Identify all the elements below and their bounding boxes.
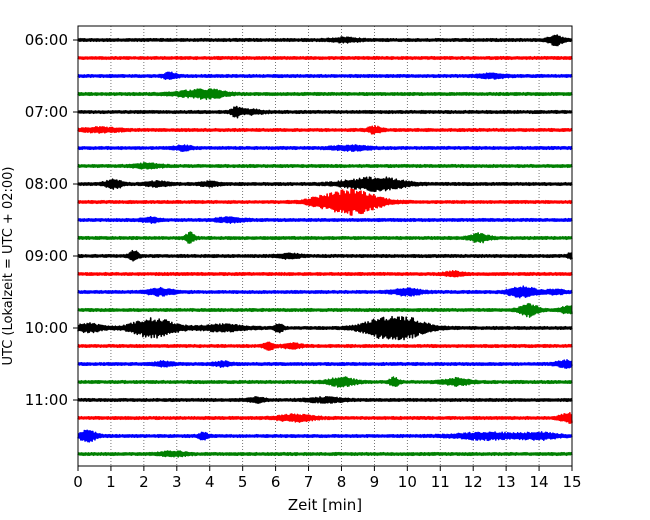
x-axis-label: Zeit [min] xyxy=(288,496,362,514)
trace-black-row-12 xyxy=(77,249,573,262)
trace-blue-row-2 xyxy=(77,71,573,80)
y-tick-label: 08:00 xyxy=(25,175,68,193)
x-tick-label: 13 xyxy=(497,473,516,491)
x-tick-label: 1 xyxy=(106,473,116,491)
x-tick-label: 4 xyxy=(205,473,215,491)
trace-blue-row-18 xyxy=(77,359,573,369)
trace-green-row-7 xyxy=(77,162,573,170)
trace-red-row-17 xyxy=(77,341,573,351)
trace-black-row-8 xyxy=(77,176,573,193)
x-tick-label: 0 xyxy=(73,473,83,491)
x-tick-label: 7 xyxy=(304,473,314,491)
y-tick-label: 06:00 xyxy=(25,31,68,49)
trace-red-row-21 xyxy=(77,411,573,425)
x-tick-label: 9 xyxy=(370,473,380,491)
x-tick-label: 3 xyxy=(172,473,182,491)
x-tick-label: 14 xyxy=(530,473,549,491)
trace-black-row-0 xyxy=(77,34,573,47)
x-tick-label: 2 xyxy=(139,473,149,491)
trace-green-row-23 xyxy=(77,450,573,458)
trace-black-row-20 xyxy=(77,395,573,404)
x-tick-label: 10 xyxy=(398,473,417,491)
y-tick-label: 11:00 xyxy=(25,391,68,409)
y-axis-label: UTC (Lokalzeit = UTC + 02:00) xyxy=(1,167,16,366)
y-tick-label: 10:00 xyxy=(25,319,68,337)
trace-black-row-16 xyxy=(77,315,573,341)
trace-layer xyxy=(77,34,573,458)
plot-frame xyxy=(77,25,573,467)
x-tick-label: 8 xyxy=(337,473,347,491)
vertical-grid xyxy=(110,26,540,466)
trace-red-row-5 xyxy=(77,125,573,135)
trace-red-row-1 xyxy=(77,55,573,61)
trace-red-row-9 xyxy=(77,188,573,216)
trace-blue-row-22 xyxy=(77,429,573,443)
trace-green-row-15 xyxy=(77,302,573,318)
trace-green-row-11 xyxy=(77,231,573,244)
x-tick-label: 15 xyxy=(562,473,581,491)
trace-green-row-19 xyxy=(77,376,573,388)
trace-black-row-4 xyxy=(77,105,573,119)
trace-blue-row-10 xyxy=(77,215,573,224)
y-tick-label: 07:00 xyxy=(25,103,68,121)
y-tick-label: 09:00 xyxy=(25,247,68,265)
x-tick-label: 12 xyxy=(464,473,483,491)
trace-red-row-13 xyxy=(77,270,573,278)
trace-blue-row-14 xyxy=(77,285,573,299)
trace-blue-row-6 xyxy=(77,144,573,152)
tick-layer: 0 1 2 3 4 5 6 7 8 9 10 11 12 13 14 1506:0007:0008:0009:… xyxy=(25,31,582,491)
x-tick-label: 5 xyxy=(238,473,248,491)
x-tick-label: 6 xyxy=(271,473,281,491)
x-tick-label: 11 xyxy=(431,473,450,491)
trace-green-row-3 xyxy=(77,88,573,101)
